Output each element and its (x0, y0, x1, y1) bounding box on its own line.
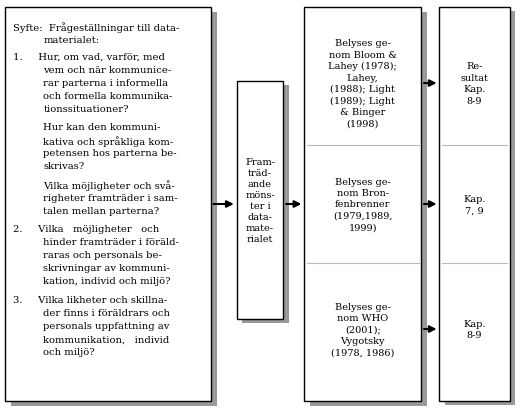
Text: personals uppfattning av: personals uppfattning av (43, 321, 170, 330)
Text: 3.     Vilka likheter och skillna-: 3. Vilka likheter och skillna- (14, 295, 167, 304)
Text: och miljö?: och miljö? (43, 348, 95, 357)
Text: materialet:: materialet: (43, 36, 99, 45)
Text: talen mellan parterna?: talen mellan parterna? (43, 206, 159, 215)
Text: Syfte:  Frågeställningar till data-: Syfte: Frågeställningar till data- (14, 22, 180, 33)
Bar (445, 12, 515, 405)
Text: righeter framträder i sam-: righeter framträder i sam- (43, 193, 178, 202)
Text: Belyses ge-
nom Bron-
fenbrenner
(1979,1989,
1999): Belyses ge- nom Bron- fenbrenner (1979,1… (333, 177, 393, 232)
Text: kation, individ och miljö?: kation, individ och miljö? (43, 276, 171, 285)
Bar (11, 13, 217, 406)
Bar (304, 8, 421, 401)
Text: tionssituationer?: tionssituationer? (43, 105, 128, 114)
Text: kommunikation,   individ: kommunikation, individ (43, 335, 170, 344)
Text: vem och när kommunice-: vem och när kommunice- (43, 65, 172, 74)
Bar (310, 13, 427, 406)
Text: Vilka möjligheter och svå-: Vilka möjligheter och svå- (43, 180, 175, 191)
Text: Re-
sultat
Kap.
8-9: Re- sultat Kap. 8-9 (461, 62, 488, 106)
Text: skrivas?: skrivas? (43, 162, 84, 171)
Text: Hur kan den kommuni-: Hur kan den kommuni- (43, 123, 161, 132)
Text: kativa och språkliga kom-: kativa och språkliga kom- (43, 136, 174, 146)
Text: der finns i föräldrars och: der finns i föräldrars och (43, 308, 170, 317)
Text: 1.     Hur, om vad, varför, med: 1. Hur, om vad, varför, med (14, 52, 165, 61)
Text: hinder framträder i föräld-: hinder framträder i föräld- (43, 237, 179, 246)
Bar (237, 82, 283, 319)
Text: Kap.
8-9: Kap. 8-9 (463, 319, 486, 339)
Bar (5, 8, 211, 401)
Text: raras och personals be-: raras och personals be- (43, 250, 162, 259)
Text: petensen hos parterna be-: petensen hos parterna be- (43, 149, 177, 158)
Bar (242, 86, 289, 323)
Text: Fram-
träd-
ande
möns-
ter i
data-
mate-
rialet: Fram- träd- ande möns- ter i data- mate-… (245, 157, 275, 244)
Text: rar parterna i informella: rar parterna i informella (43, 79, 168, 88)
Text: Kap.
7, 9: Kap. 7, 9 (463, 194, 486, 215)
Text: 2.     Vilka   möjligheter   och: 2. Vilka möjligheter och (14, 224, 160, 233)
Bar (439, 8, 510, 401)
Text: Belyses ge-
nom Bloom &
Lahey (1978);
Lahey,
(1988); Light
(1989); Light
& Binge: Belyses ge- nom Bloom & Lahey (1978); La… (328, 39, 397, 128)
Text: skrivningar av kommuni-: skrivningar av kommuni- (43, 263, 170, 272)
Text: Belyses ge-
nom WHO
(2001);
Vygotsky
(1978, 1986): Belyses ge- nom WHO (2001); Vygotsky (19… (331, 302, 394, 357)
Text: och formella kommunika-: och formella kommunika- (43, 92, 173, 101)
